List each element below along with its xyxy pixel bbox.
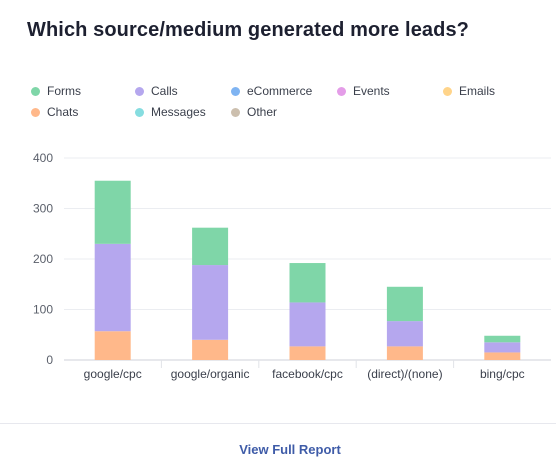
- legend-item-ecommerce[interactable]: eCommerce: [231, 83, 312, 99]
- legend-swatch: [135, 86, 144, 96]
- x-tick-label: google/cpc: [84, 367, 142, 381]
- bar-calls-bing-cpc: [484, 342, 521, 353]
- view-full-report-link[interactable]: View Full Report: [239, 442, 341, 457]
- legend-label: Chats: [47, 105, 79, 119]
- legend-label: Messages: [151, 105, 206, 119]
- bar-forms-bing-cpc: [484, 335, 521, 343]
- legend-swatch: [337, 86, 346, 96]
- bar-chats-bing-cpc: [484, 352, 521, 360]
- y-tick-label: 400: [33, 151, 53, 165]
- legend-item-events[interactable]: Events: [337, 83, 390, 99]
- bar-forms-google-cpc: [94, 180, 131, 244]
- legend-item-emails[interactable]: Emails: [443, 83, 495, 99]
- y-tick-label: 0: [46, 353, 53, 367]
- legend-swatch: [231, 107, 240, 117]
- legend-item-forms[interactable]: Forms: [31, 83, 81, 99]
- legend-swatch: [231, 86, 240, 96]
- legend-item-chats[interactable]: Chats: [31, 104, 78, 120]
- legend-label: eCommerce: [247, 84, 313, 98]
- bar-forms-direct-none: [386, 286, 423, 322]
- bar-forms-google-organic: [192, 227, 229, 266]
- bar-calls-direct-none: [386, 321, 423, 347]
- x-tick-label: bing/cpc: [480, 367, 525, 381]
- bar-chats-facebook-cpc: [289, 346, 326, 360]
- legend-label: Forms: [47, 84, 81, 98]
- legend-item-messages[interactable]: Messages: [135, 104, 206, 120]
- legend-label: Emails: [459, 84, 496, 98]
- card-title: Which source/medium generated more leads…: [27, 19, 469, 41]
- x-tick-label: google/organic: [171, 367, 250, 381]
- legend-swatch: [443, 86, 452, 96]
- legend-item-calls[interactable]: Calls: [135, 83, 178, 99]
- legend-swatch: [31, 107, 40, 117]
- bar-calls-facebook-cpc: [289, 302, 326, 347]
- bar-chats-google-organic: [192, 339, 229, 360]
- bar-chats-direct-none: [386, 346, 423, 360]
- bar-chats-google-cpc: [94, 331, 131, 360]
- legend-label: Other: [247, 105, 278, 119]
- legend-label: Calls: [151, 84, 178, 98]
- x-tick-label: (direct)/(none): [367, 367, 442, 381]
- y-tick-label: 200: [33, 252, 53, 266]
- legend-swatch: [31, 86, 40, 96]
- legend-item-other[interactable]: Other: [231, 104, 277, 120]
- footer-divider: [0, 423, 556, 424]
- x-tick-label: facebook/cpc: [272, 367, 343, 381]
- stacked-bar-chart: 0 100 200 300 400 google/cpc google/organic fac…: [33, 151, 551, 381]
- y-tick-label: 100: [33, 303, 53, 317]
- bar-calls-google-cpc: [94, 243, 131, 332]
- legend-label: Events: [353, 84, 390, 98]
- y-tick-label: 300: [33, 202, 53, 216]
- bar-forms-facebook-cpc: [289, 263, 326, 303]
- bar-calls-google-organic: [192, 265, 229, 340]
- legend-swatch: [135, 107, 144, 117]
